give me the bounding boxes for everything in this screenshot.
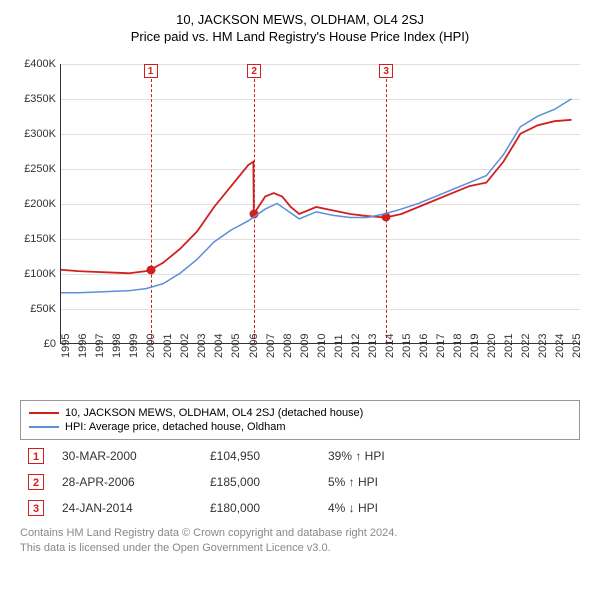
y-axis-label: £400K bbox=[24, 58, 56, 70]
transaction-badge: 3 bbox=[28, 500, 44, 516]
transaction-hpi-diff: 4% ↓ HPI bbox=[328, 501, 448, 515]
transaction-row: 3 24-JAN-2014 £180,000 4% ↓ HPI bbox=[20, 496, 580, 520]
legend-swatch bbox=[29, 412, 59, 414]
legend-swatch bbox=[29, 426, 59, 428]
footer-line2: This data is licensed under the Open Gov… bbox=[20, 541, 580, 556]
transaction-hpi-diff: 5% ↑ HPI bbox=[328, 475, 448, 489]
legend: 10, JACKSON MEWS, OLDHAM, OL4 2SJ (detac… bbox=[20, 400, 580, 440]
transaction-date: 24-JAN-2014 bbox=[62, 501, 192, 515]
plot-area: 123 bbox=[60, 64, 580, 344]
legend-label: HPI: Average price, detached house, Oldh… bbox=[65, 421, 286, 433]
x-axis-label: 2025 bbox=[571, 334, 600, 358]
transaction-list: 1 30-MAR-2000 £104,950 39% ↑ HPI 2 28-APR-200… bbox=[10, 444, 590, 520]
transaction-price: £185,000 bbox=[210, 475, 310, 489]
transaction-row: 2 28-APR-2006 £185,000 5% ↑ HPI bbox=[20, 470, 580, 494]
series-property bbox=[61, 120, 572, 273]
line-series-svg bbox=[61, 64, 580, 343]
chart-title: 10, JACKSON MEWS, OLDHAM, OL4 2SJ bbox=[10, 12, 590, 27]
legend-label: 10, JACKSON MEWS, OLDHAM, OL4 2SJ (detac… bbox=[65, 407, 363, 419]
transaction-date: 30-MAR-2000 bbox=[62, 449, 192, 463]
series-hpi bbox=[61, 99, 572, 293]
y-axis-label: £50K bbox=[30, 303, 56, 315]
y-axis-label: £0 bbox=[44, 338, 56, 350]
y-axis-label: £200K bbox=[24, 198, 56, 210]
transaction-badge: 1 bbox=[28, 448, 44, 464]
transaction-hpi-diff: 39% ↑ HPI bbox=[328, 449, 448, 463]
chart-subtitle: Price paid vs. HM Land Registry's House … bbox=[10, 29, 590, 44]
transaction-price: £104,950 bbox=[210, 449, 310, 463]
y-axis-label: £150K bbox=[24, 233, 56, 245]
legend-row: HPI: Average price, detached house, Oldh… bbox=[29, 421, 571, 433]
y-axis-label: £100K bbox=[24, 268, 56, 280]
transaction-price: £180,000 bbox=[210, 501, 310, 515]
y-axis-label: £350K bbox=[24, 93, 56, 105]
transaction-row: 1 30-MAR-2000 £104,950 39% ↑ HPI bbox=[20, 444, 580, 468]
y-axis-label: £300K bbox=[24, 128, 56, 140]
footer-line1: Contains HM Land Registry data © Crown c… bbox=[20, 526, 580, 541]
y-axis-label: £250K bbox=[24, 163, 56, 175]
chart-area: 123 £0 £50K £100K £150K £200K £250K £300K £350K… bbox=[10, 54, 590, 394]
footer-attribution: Contains HM Land Registry data © Crown c… bbox=[20, 526, 580, 556]
legend-row: 10, JACKSON MEWS, OLDHAM, OL4 2SJ (detac… bbox=[29, 407, 571, 419]
transaction-badge: 2 bbox=[28, 474, 44, 490]
transaction-date: 28-APR-2006 bbox=[62, 475, 192, 489]
